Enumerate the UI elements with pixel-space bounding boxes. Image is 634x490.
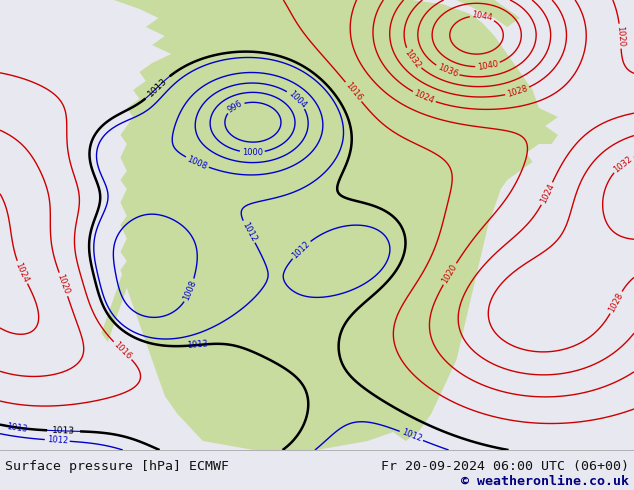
Text: 1004: 1004 bbox=[286, 89, 307, 110]
Text: 1020: 1020 bbox=[56, 273, 71, 296]
Text: 1024: 1024 bbox=[538, 182, 556, 205]
Polygon shape bbox=[101, 261, 127, 342]
Text: 1016: 1016 bbox=[112, 340, 133, 361]
Text: 1013: 1013 bbox=[6, 421, 28, 434]
Text: 1040: 1040 bbox=[477, 59, 499, 72]
Polygon shape bbox=[456, 0, 520, 27]
Text: 1012: 1012 bbox=[400, 428, 423, 444]
Text: 1016: 1016 bbox=[343, 81, 364, 103]
Text: 1013: 1013 bbox=[186, 340, 208, 350]
Text: Surface pressure [hPa] ECMWF: Surface pressure [hPa] ECMWF bbox=[5, 460, 229, 473]
Text: 1028: 1028 bbox=[607, 291, 625, 314]
Text: 1012: 1012 bbox=[290, 239, 312, 260]
Text: 1036: 1036 bbox=[436, 63, 459, 79]
Text: 1020: 1020 bbox=[615, 25, 626, 47]
Text: 1032: 1032 bbox=[403, 48, 423, 70]
Text: 1024: 1024 bbox=[13, 261, 30, 284]
Text: 1032: 1032 bbox=[612, 154, 634, 174]
Text: Fr 20-09-2024 06:00 UTC (06+00): Fr 20-09-2024 06:00 UTC (06+00) bbox=[381, 460, 629, 473]
Text: 1024: 1024 bbox=[413, 89, 436, 105]
Text: 1020: 1020 bbox=[441, 263, 459, 285]
Text: 1012: 1012 bbox=[240, 220, 258, 243]
Text: 1013: 1013 bbox=[52, 426, 75, 436]
Text: 1044: 1044 bbox=[471, 10, 493, 23]
Text: 1000: 1000 bbox=[242, 148, 263, 157]
Text: 1008: 1008 bbox=[186, 154, 209, 171]
Text: 996: 996 bbox=[226, 99, 244, 115]
Text: 1012: 1012 bbox=[46, 435, 68, 446]
Text: © weatheronline.co.uk: © weatheronline.co.uk bbox=[461, 475, 629, 488]
Text: 1028: 1028 bbox=[506, 84, 529, 99]
Text: 1008: 1008 bbox=[182, 279, 198, 302]
Text: 1013: 1013 bbox=[146, 76, 169, 98]
Polygon shape bbox=[114, 0, 558, 450]
